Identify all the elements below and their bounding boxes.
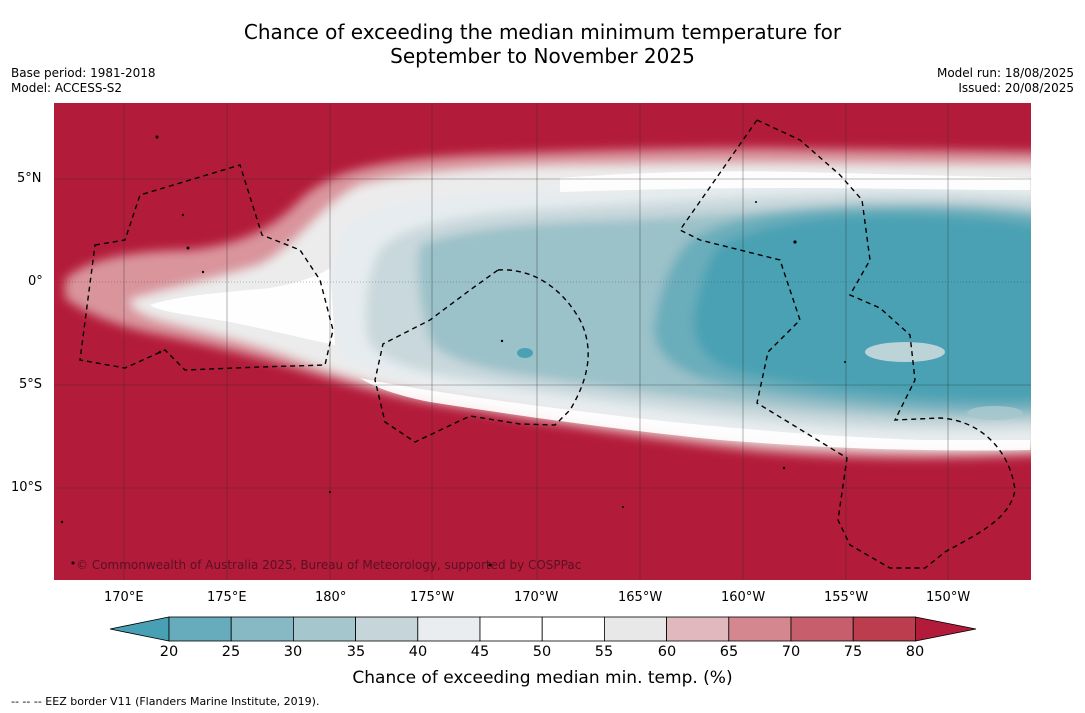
lat-label-5s: 5°S [19, 377, 43, 392]
meta-right: Model run: 18/08/2025 Issued: 20/08/2025 [937, 66, 1074, 95]
chart-title: Chance of exceeding the median minimum t… [0, 20, 1085, 68]
colorbar-segment [790, 616, 854, 642]
dark-patch-central [517, 348, 533, 358]
colorbar-tick: 60 [657, 644, 677, 660]
copyright-credit: © Commonwealth of Australia 2025, Bureau… [76, 558, 582, 572]
colorbar-segment [728, 616, 792, 642]
colorbar [109, 616, 977, 642]
colorbar-segment [230, 616, 294, 642]
colorbar-segment [417, 616, 481, 642]
lon-label-155w: 155°W [824, 590, 869, 605]
title-line-2: September to November 2025 [390, 44, 695, 68]
islands [60, 135, 846, 567]
colorbar-segment [168, 616, 232, 642]
white-core-west [150, 268, 335, 345]
colorbar-tick: 55 [594, 644, 614, 660]
light-patch-se [967, 406, 1023, 420]
colorbar-low-extension [109, 616, 170, 642]
colorbar-segment [541, 616, 605, 642]
colorbar-tick: 80 [905, 644, 925, 660]
probability-field [65, 148, 1031, 459]
colorbar-tick: 25 [221, 644, 241, 660]
lon-label-150w: 150°W [926, 590, 971, 605]
colorbar-segment [666, 616, 730, 642]
eez-legend-note: -- -- -- EEZ border V11 (Flanders Marine… [11, 695, 320, 708]
eez-tuvalu [79, 164, 334, 371]
colorbar-tick: 35 [346, 644, 366, 660]
title-line-1: Chance of exceeding the median minimum t… [243, 20, 842, 44]
colorbar-tick: 70 [781, 644, 801, 660]
eez-kiribati-phoenix [678, 119, 1016, 569]
lat-label-0: 0° [28, 274, 43, 289]
colorbar-high-extension [915, 616, 977, 642]
colorbar-segment [355, 616, 419, 642]
colorbar-segment [479, 616, 543, 642]
zone-25 [693, 215, 1031, 401]
lon-label-175e: 175°E [207, 590, 247, 605]
colorbar-segment [604, 616, 668, 642]
lon-label-170w: 170°W [514, 590, 559, 605]
model-run: Model run: 18/08/2025 [936, 66, 1074, 80]
colorbar-tick: 30 [283, 644, 303, 660]
lon-label-175w: 175°W [410, 590, 455, 605]
colorbar-tick: 50 [532, 644, 552, 660]
eez-borders [79, 119, 1016, 569]
eez-tokelau [374, 269, 589, 443]
colorbar-tick: 45 [470, 644, 490, 660]
light-patch-east [865, 342, 945, 362]
map-area [54, 103, 1031, 580]
colorbar-tick: 65 [719, 644, 739, 660]
colorbar-segment [292, 616, 356, 642]
model-name: Model: ACCESS-S2 [11, 80, 123, 95]
core-highlights [150, 171, 1030, 451]
lat-label-5n: 5°N [17, 171, 42, 186]
lon-label-180: 180° [315, 590, 347, 605]
graticule [54, 103, 1031, 580]
base-period: Base period: 1981-2018 [11, 66, 156, 80]
colorbar-tick: 75 [843, 644, 863, 660]
lat-label-10s: 10°S [11, 480, 43, 495]
colorbar-segment [852, 616, 916, 642]
meta-left: Base period: 1981-2018 Model: ACCESS-S2 [11, 66, 156, 95]
colorbar-tick: 40 [408, 644, 428, 660]
issued-date: Issued: 20/08/2025 [958, 80, 1074, 95]
colorbar-tick: 20 [159, 644, 179, 660]
colorbar-title: Chance of exceeding median min. temp. (%… [352, 668, 733, 688]
white-core-north [560, 171, 1030, 192]
lon-label-160w: 160°W [721, 590, 766, 605]
white-core-south [360, 378, 1030, 451]
lon-label-170e: 170°E [104, 590, 144, 605]
lon-label-165w: 165°W [618, 590, 663, 605]
